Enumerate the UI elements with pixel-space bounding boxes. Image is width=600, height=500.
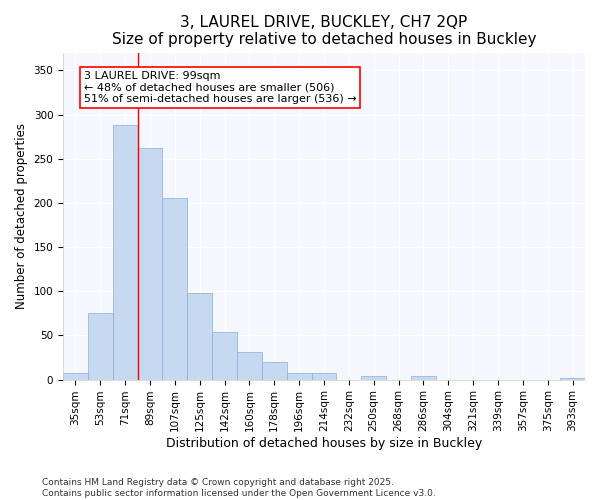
Bar: [137, 148, 163, 380]
Bar: [113, 125, 137, 380]
Bar: [88, 314, 113, 380]
Text: 3 LAUREL DRIVE: 99sqm
← 48% of detached houses are smaller (506)
51% of semi-det: 3 LAUREL DRIVE: 99sqm ← 48% of detached …: [84, 70, 356, 104]
Bar: [287, 374, 311, 380]
X-axis label: Distribution of detached houses by size in Buckley: Distribution of detached houses by size …: [166, 437, 482, 450]
Bar: [163, 198, 187, 380]
Bar: [212, 332, 237, 380]
Bar: [63, 372, 88, 380]
Bar: [187, 293, 212, 380]
Title: 3, LAUREL DRIVE, BUCKLEY, CH7 2QP
Size of property relative to detached houses i: 3, LAUREL DRIVE, BUCKLEY, CH7 2QP Size o…: [112, 15, 536, 48]
Bar: [361, 376, 386, 380]
Y-axis label: Number of detached properties: Number of detached properties: [15, 123, 28, 309]
Bar: [560, 378, 585, 380]
Bar: [237, 352, 262, 380]
Bar: [262, 362, 287, 380]
Bar: [411, 376, 436, 380]
Bar: [311, 372, 337, 380]
Text: Contains HM Land Registry data © Crown copyright and database right 2025.
Contai: Contains HM Land Registry data © Crown c…: [42, 478, 436, 498]
